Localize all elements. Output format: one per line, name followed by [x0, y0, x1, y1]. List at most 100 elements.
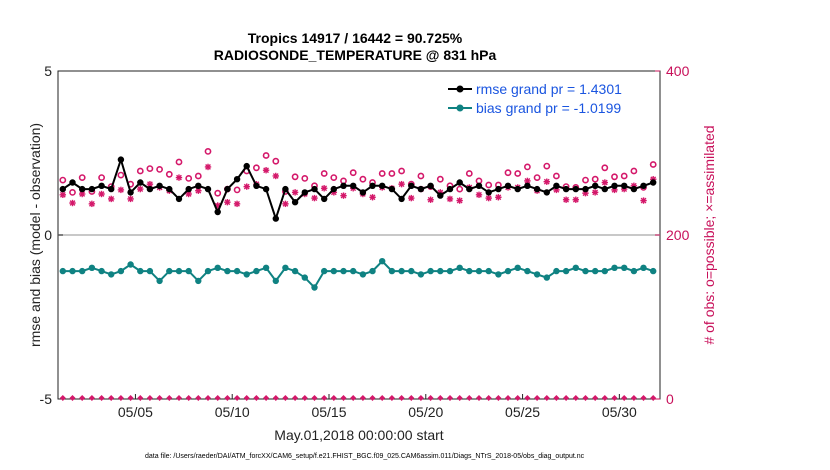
- rmse-point: [417, 185, 425, 193]
- obs-bottom-marker: [563, 395, 570, 401]
- rmse-point: [504, 182, 512, 189]
- obs-possible-marker: [388, 170, 396, 177]
- rmse-point: [466, 185, 473, 193]
- obs-possible-marker: [465, 170, 473, 177]
- obs-assimilated-marker: [78, 190, 86, 198]
- obs-bottom-marker: [621, 395, 628, 401]
- obs-possible-marker: [117, 171, 125, 179]
- bias-point: [543, 274, 550, 281]
- bias-point: [185, 267, 192, 275]
- rmse-point: [69, 179, 76, 186]
- obs-possible-marker: [185, 174, 193, 182]
- bias-point: [350, 267, 357, 275]
- rmse-point: [88, 185, 96, 193]
- obs-possible-marker: [194, 172, 202, 180]
- obs-bottom-marker: [369, 395, 376, 401]
- y-axis-right: 400 200 0: [655, 63, 690, 407]
- bias-point: [582, 267, 589, 275]
- bias-point: [127, 261, 134, 268]
- bias-point: [224, 267, 231, 275]
- bias-point: [533, 271, 541, 278]
- legend-bias-marker: [456, 104, 464, 112]
- x-tick-label: 05/20: [408, 404, 443, 420]
- obs-assimilated-marker: [475, 191, 483, 199]
- rmse-point: [233, 176, 241, 183]
- obs-possible-marker: [272, 157, 280, 165]
- obs-bottom-marker: [495, 395, 502, 401]
- rmse-point: [156, 182, 163, 189]
- bias-point: [253, 267, 260, 275]
- rmse-point: [108, 185, 115, 193]
- obs-bottom-marker: [59, 395, 66, 401]
- obs-assimilated-marker: [98, 190, 105, 198]
- rmse-point: [243, 162, 250, 170]
- obs-bottom-marker: [166, 395, 173, 401]
- bias-point: [485, 267, 492, 275]
- obs-assimilated-marker: [59, 191, 67, 199]
- bias-point: [495, 271, 502, 278]
- obs-assimilated-marker: [562, 196, 570, 203]
- obs-assimilated-marker: [495, 194, 502, 201]
- rmse-point: [117, 156, 125, 163]
- bias-point: [611, 264, 618, 271]
- rmse-point: [59, 185, 66, 193]
- obs-bottom-marker: [592, 395, 599, 401]
- obs-possible-marker: [359, 175, 367, 183]
- obs-bottom-marker: [205, 395, 211, 401]
- obs-bottom-marker: [611, 395, 618, 401]
- bias-point: [650, 267, 657, 275]
- obs-possible-marker: [378, 170, 386, 177]
- rmse-point: [379, 182, 386, 189]
- rmse-point: [611, 182, 618, 189]
- bias-point: [79, 267, 86, 275]
- obs-possible-marker: [214, 189, 222, 197]
- y2-axis-label: # of obs: o=possible; ×=assimilated: [701, 125, 717, 344]
- bias-point: [514, 264, 521, 271]
- y-axis-label: rmse and bias (model - observation): [27, 123, 43, 347]
- obs-bottom-marker: [127, 395, 134, 401]
- x-tick-label: 05/10: [215, 404, 250, 420]
- obs-bottom-marker: [79, 395, 86, 401]
- y-tick-label: 0: [44, 227, 52, 243]
- obs-assimilated-marker: [591, 189, 599, 196]
- rmse-point: [262, 185, 270, 193]
- obs-assimilated-marker: [456, 197, 463, 204]
- obs-possible-marker: [524, 163, 531, 171]
- rmse-point: [350, 182, 357, 189]
- bias-point: [466, 267, 473, 275]
- rmse-point: [340, 182, 347, 189]
- obs-possible-marker: [291, 173, 299, 181]
- bias-point: [437, 267, 444, 275]
- obs-assimilated-marker: [204, 163, 212, 171]
- obs-possible-marker: [514, 170, 522, 177]
- obs-bottom-marker: [69, 395, 76, 401]
- bias-point: [88, 264, 96, 271]
- chart-subtitle: RADIOSONDE_TEMPERATURE @ 831 hPa: [214, 47, 497, 63]
- rmse-point: [398, 195, 405, 203]
- obs-bottom-marker: [185, 395, 192, 401]
- bias-point: [69, 267, 76, 275]
- chart-title: Tropics 14917 / 16442 = 90.725%: [248, 30, 463, 46]
- x-tick-label: 05/05: [118, 404, 153, 420]
- bias-point: [572, 264, 579, 271]
- rmse-point: [137, 179, 144, 186]
- rmse-point: [359, 189, 367, 196]
- rmse-point: [456, 179, 463, 186]
- x-axis: 05/05 05/10 05/15 05/20 05/25 05/30: [118, 394, 637, 420]
- obs-assimilated-marker: [282, 200, 289, 208]
- footnote: data file: /Users/raeder/DAI/ATM_forcXX/…: [145, 453, 585, 460]
- bias-point: [108, 271, 115, 278]
- bias-point: [243, 271, 250, 278]
- obs-bottom-marker: [534, 395, 541, 401]
- obs-bottom-marker: [476, 395, 482, 401]
- obs-possible-marker: [611, 173, 618, 181]
- y2-tick-label: 400: [666, 63, 690, 79]
- bias-point: [553, 267, 560, 275]
- rmse-point: [533, 185, 541, 193]
- bias-point: [592, 267, 599, 275]
- bias-point: [330, 267, 337, 275]
- obs-bottom-marker: [398, 395, 405, 401]
- obs-bottom-marker: [417, 395, 424, 401]
- obs-assimilated-marker: [291, 189, 299, 196]
- x-tick-label: 05/30: [602, 404, 637, 420]
